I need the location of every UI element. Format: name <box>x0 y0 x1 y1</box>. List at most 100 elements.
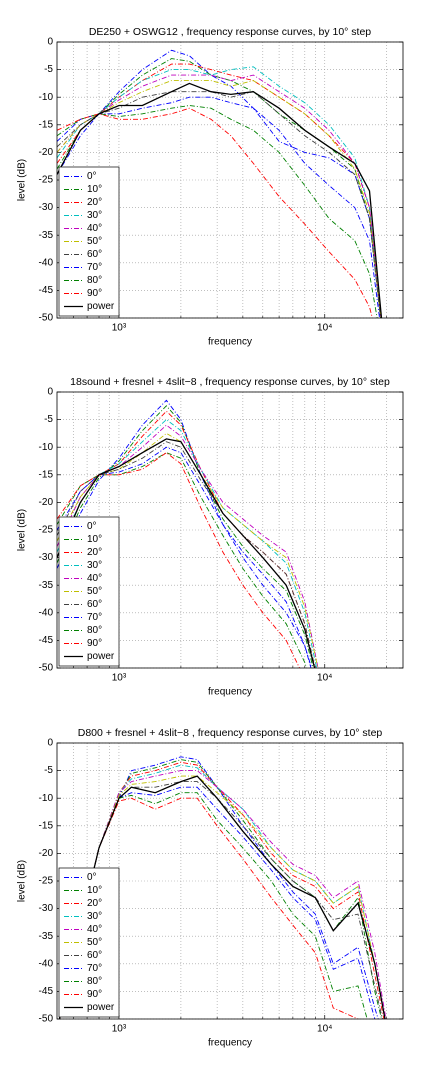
series-line <box>58 797 359 1019</box>
series-line <box>57 63 382 318</box>
legend-label: power <box>87 651 115 662</box>
series-line <box>58 775 386 1019</box>
y-tick-label: -25 <box>39 876 54 887</box>
legend-label: 60° <box>87 950 102 961</box>
y-tick-label: -50 <box>39 313 54 324</box>
y-tick-label: -20 <box>39 497 54 508</box>
y-tick-label: 0 <box>47 738 53 749</box>
legend-label: 80° <box>87 976 102 987</box>
legend-label: 40° <box>87 573 102 584</box>
subplot: D800 + fresnel + 4slit−8 , frequency res… <box>17 727 404 1049</box>
legend-label: 40° <box>87 223 102 234</box>
y-tick-label: -40 <box>39 257 54 268</box>
series-line <box>57 441 316 668</box>
legend-label: 80° <box>87 275 102 286</box>
series-line <box>57 49 382 318</box>
y-tick-label: -10 <box>39 442 54 453</box>
y-tick-label: -10 <box>39 92 54 103</box>
y-tick-label: -50 <box>39 1014 54 1025</box>
legend-label: 20° <box>87 197 102 208</box>
y-tick-label: -10 <box>39 793 54 804</box>
legend-label: power <box>87 301 115 312</box>
y-tick-label: -25 <box>39 525 54 536</box>
legend-label: power <box>87 1002 115 1013</box>
y-tick-label: -45 <box>39 635 54 646</box>
legend-label: 20° <box>87 898 102 909</box>
legend-label: 70° <box>87 963 102 974</box>
chart-title: D800 + fresnel + 4slit−8 , frequency res… <box>78 727 383 739</box>
y-tick-label: 0 <box>47 387 53 398</box>
x-tick-label: 10³ <box>112 673 127 684</box>
x-axis-label: frequency <box>208 687 252 698</box>
subplot: 18sound + fresnel + 4slit−8 , frequency … <box>17 376 404 698</box>
legend-label: 0° <box>87 872 97 883</box>
chart-title: DE250 + OSWG12 , frequency response curv… <box>89 26 371 38</box>
y-tick-label: 0 <box>47 37 53 48</box>
legend-label: 70° <box>87 612 102 623</box>
series-group <box>57 49 383 318</box>
legend-label: 90° <box>87 989 102 1000</box>
x-tick-label: 10⁴ <box>317 673 332 684</box>
series-line <box>58 761 385 1019</box>
y-tick-label: -20 <box>39 147 54 158</box>
legend-label: 60° <box>87 599 102 610</box>
y-tick-label: -45 <box>39 986 54 997</box>
y-tick-label: -5 <box>44 64 53 75</box>
y-tick-label: -15 <box>39 820 54 831</box>
series-line <box>57 452 300 668</box>
plot-frame <box>56 41 404 319</box>
y-tick-label: -40 <box>39 958 54 969</box>
y-axis-label: level (dB) <box>17 509 28 551</box>
series-line <box>58 770 387 1019</box>
legend-label: 90° <box>87 638 102 649</box>
legend-label: 90° <box>87 288 102 299</box>
legend-label: 30° <box>87 560 102 571</box>
y-tick-label: -25 <box>39 175 54 186</box>
series-line <box>57 446 312 668</box>
series-line <box>57 80 382 318</box>
y-tick-label: -15 <box>39 469 54 480</box>
legend-label: 80° <box>87 625 102 636</box>
series-line <box>58 775 386 1019</box>
legend-label: 50° <box>87 586 102 597</box>
y-tick-label: -30 <box>39 903 54 914</box>
y-tick-label: -30 <box>39 552 54 563</box>
series-line <box>57 66 382 318</box>
y-tick-label: -30 <box>39 202 54 213</box>
x-axis-label: frequency <box>208 1038 252 1049</box>
legend-label: 20° <box>87 547 102 558</box>
legend-label: 30° <box>87 911 102 922</box>
y-tick-label: -35 <box>39 931 54 942</box>
y-tick-label: -50 <box>39 663 54 674</box>
legend-label: 10° <box>87 184 102 195</box>
legend-label: 50° <box>87 236 102 247</box>
y-tick-label: -40 <box>39 607 54 618</box>
series-line <box>57 82 383 318</box>
y-tick-label: -35 <box>39 580 54 591</box>
legend-label: 50° <box>87 937 102 948</box>
y-tick-label: -45 <box>39 285 54 296</box>
x-tick-label: 10³ <box>112 323 127 334</box>
series-line <box>57 438 316 668</box>
legend-label: 60° <box>87 249 102 260</box>
legend-label: 0° <box>87 521 97 532</box>
y-tick-label: -5 <box>44 414 53 425</box>
x-axis-label: frequency <box>208 337 252 348</box>
x-tick-label: 10³ <box>112 1024 127 1035</box>
series-line <box>57 399 313 668</box>
y-axis-label: level (dB) <box>17 860 28 902</box>
x-tick-label: 10⁴ <box>317 1024 332 1035</box>
legend-label: 30° <box>87 210 102 221</box>
legend-label: 70° <box>87 262 102 273</box>
plot-frame <box>56 391 404 669</box>
series-line <box>57 91 382 318</box>
chart-title: 18sound + fresnel + 4slit−8 , frequency … <box>70 376 390 388</box>
series-line <box>57 58 382 318</box>
plot-frame <box>56 742 404 1020</box>
y-axis-label: level (dB) <box>17 159 28 201</box>
series-group <box>58 756 387 1019</box>
series-line <box>57 452 307 668</box>
y-tick-label: -35 <box>39 230 54 241</box>
legend-label: 0° <box>87 171 97 182</box>
